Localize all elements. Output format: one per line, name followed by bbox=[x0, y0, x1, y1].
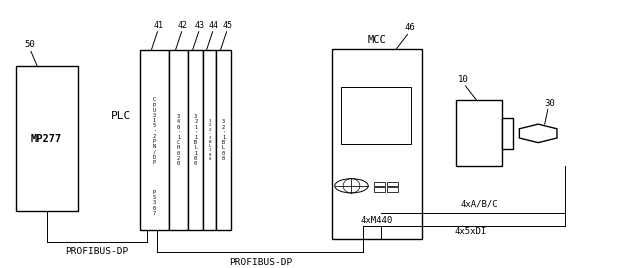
Text: MCC: MCC bbox=[367, 35, 386, 45]
Text: PROFIBUS-DP: PROFIBUS-DP bbox=[65, 247, 128, 256]
Circle shape bbox=[335, 179, 368, 193]
Bar bbox=[332, 49, 422, 239]
Text: 3
2
2
-
1
B
L
1
0
0: 3 2 2 - 1 B L 1 0 0 bbox=[208, 119, 211, 161]
Bar bbox=[341, 87, 411, 144]
Bar bbox=[388, 182, 398, 186]
Text: PLC: PLC bbox=[111, 111, 131, 121]
Bar bbox=[388, 187, 398, 192]
Text: 41: 41 bbox=[154, 21, 164, 30]
Bar bbox=[16, 66, 78, 211]
Text: PROFIBUS-DP: PROFIBUS-DP bbox=[229, 258, 292, 267]
Text: 3
2
-
1
B
L
0
0: 3 2 - 1 B L 0 0 bbox=[222, 119, 225, 161]
Text: MP277: MP277 bbox=[31, 134, 62, 144]
Bar bbox=[216, 50, 231, 230]
Bar bbox=[188, 50, 203, 230]
Text: 10: 10 bbox=[458, 75, 468, 84]
Text: 4xM440: 4xM440 bbox=[360, 215, 393, 225]
Bar bbox=[374, 187, 385, 192]
Text: 4x5xDI: 4x5xDI bbox=[454, 227, 486, 236]
Text: 3
2
1
-
1
B
L
1
0
0: 3 2 1 - 1 B L 1 0 0 bbox=[194, 114, 197, 166]
Text: 43: 43 bbox=[195, 21, 205, 30]
Text: P
S
3
0
7: P S 3 0 7 bbox=[153, 190, 156, 216]
Bar bbox=[456, 100, 502, 166]
Text: 50: 50 bbox=[24, 40, 35, 49]
Bar bbox=[502, 118, 513, 149]
Text: 45: 45 bbox=[223, 21, 233, 30]
Text: 42: 42 bbox=[178, 21, 188, 30]
Bar bbox=[374, 182, 385, 186]
Text: 4xA/B/C: 4xA/B/C bbox=[461, 200, 498, 209]
Text: C
P
U
3
1
5
-
2
P
N
/
D
P: C P U 3 1 5 - 2 P N / D P bbox=[153, 97, 156, 165]
Bar bbox=[203, 50, 216, 230]
Polygon shape bbox=[520, 124, 557, 143]
Bar bbox=[169, 50, 188, 230]
Text: 44: 44 bbox=[209, 21, 219, 30]
Text: 3
4
0
-
1
C
H
0
2
0: 3 4 0 - 1 C H 0 2 0 bbox=[177, 114, 180, 166]
Bar bbox=[140, 50, 169, 230]
Text: 30: 30 bbox=[544, 99, 555, 107]
Text: 46: 46 bbox=[405, 24, 415, 32]
